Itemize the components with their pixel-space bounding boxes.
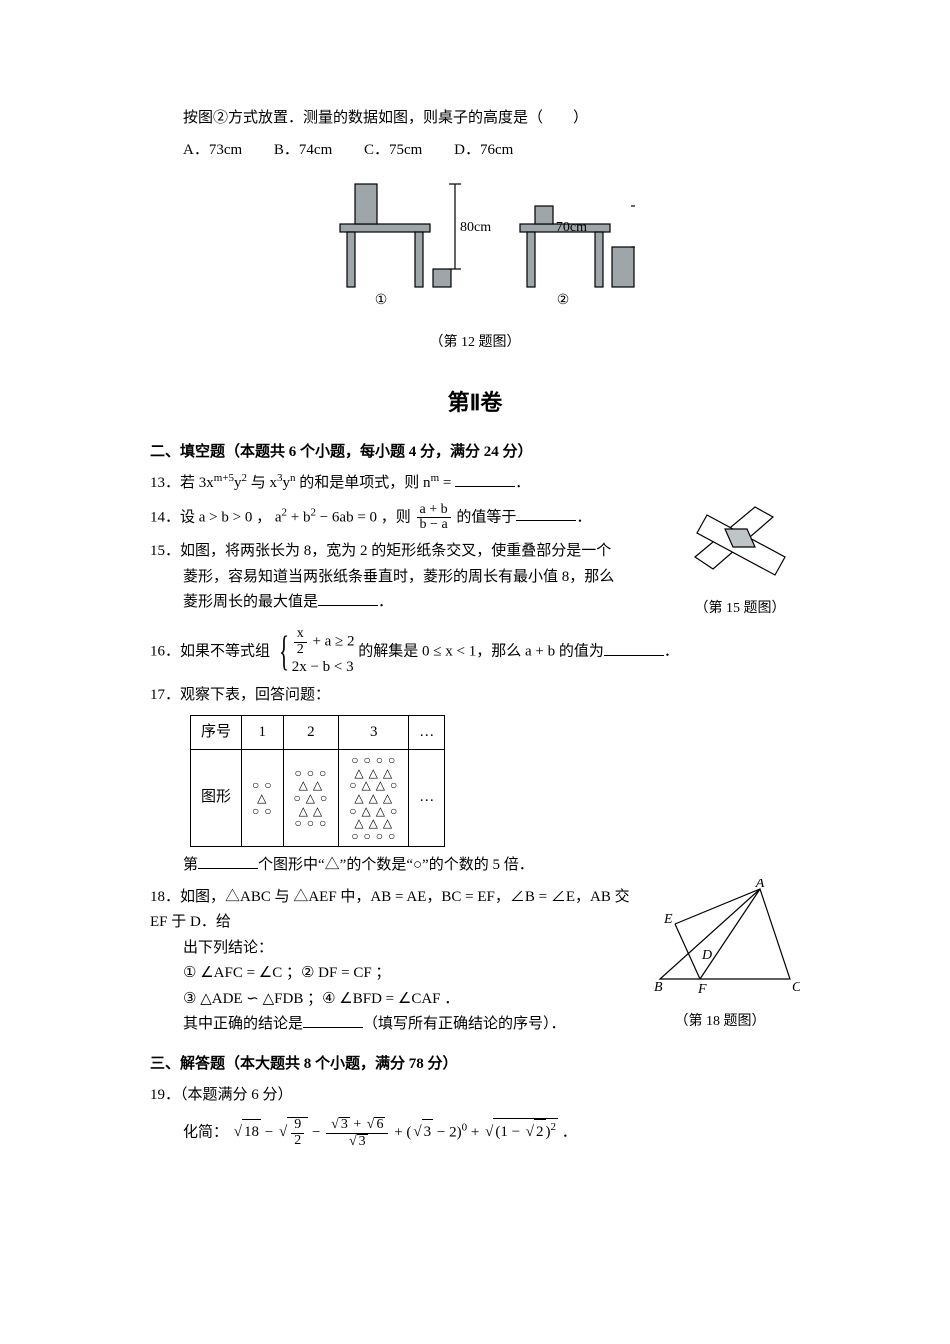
q12-stem-cont: 按图②方式放置．测量的数据如图，则桌子的高度是（ ）: [150, 106, 800, 132]
q12-dim-80: 80cm: [460, 220, 491, 235]
svg-text:①: ①: [375, 293, 388, 308]
q13-blank: [455, 471, 515, 487]
q13: 13．若 3xm+5y2 与 x3yn 的和是单项式，则 nm = ．: [150, 471, 800, 497]
svg-text:E: E: [663, 912, 673, 927]
svg-text:C: C: [792, 980, 800, 995]
q12-choice-a: A．73cm: [183, 138, 242, 164]
q12-choice-b: B．74cm: [274, 138, 332, 164]
svg-text:D: D: [701, 948, 712, 963]
q18-figure: A B C D E F （第 18 题图）: [640, 879, 800, 1034]
q12-choices: A．73cm B．74cm C．75cm D．76cm: [150, 138, 800, 164]
fill-blank-heading: 二、填空题（本题共 6 个小题，每小题 4 分，满分 24 分）: [150, 440, 800, 466]
q15-fig-caption: （第 15 题图）: [680, 597, 800, 621]
q17-table: 序号 1 2 3 … 图形 ○ ○ △ ○ ○ ○ ○ ○ △ △ ○ △ ○ …: [190, 715, 445, 848]
q15-blank: [318, 590, 378, 606]
q18-blank: [303, 1012, 363, 1028]
q14-fraction: a + b b − a: [417, 503, 451, 533]
q12-choice-d: D．76cm: [454, 138, 513, 164]
q19-frac2: 3 + 6 3: [326, 1117, 388, 1149]
q16-system: x2 + a ≥ 2 2x − b < 3: [292, 627, 355, 677]
q15-figure: （第 15 题图）: [680, 497, 800, 622]
solve-heading: 三、解答题（本大题共 8 个小题，满分 78 分）: [150, 1052, 800, 1078]
q14-blank: [516, 505, 576, 521]
q12-fig-caption: （第 12 题图）: [150, 331, 800, 355]
svg-text:F: F: [697, 982, 707, 997]
q19: 19．（本题满分 6 分） 化简： 18 − 92 − 3 + 6 3 + (3…: [150, 1083, 800, 1149]
q16-blank: [604, 640, 664, 656]
q17-blank: [198, 853, 258, 869]
q18-fig-caption: （第 18 题图）: [640, 1010, 800, 1034]
q12-dim-70: 70cm: [556, 220, 587, 235]
section-2-title: 第Ⅱ卷: [150, 384, 800, 421]
q17: 17．观察下表，回答问题： 序号 1 2 3 … 图形 ○ ○ △ ○ ○ ○ …: [150, 683, 800, 879]
q16: 16．如果不等式组 { x2 + a ≥ 2 2x − b < 3 的解集是 0…: [150, 627, 800, 677]
q12-choice-c: C．75cm: [364, 138, 422, 164]
svg-text:A: A: [755, 879, 765, 891]
q12-figure: 80cm ① 70cm ② （第 12 题图）: [150, 169, 800, 354]
svg-text:②: ②: [557, 293, 570, 308]
svg-text:B: B: [654, 980, 663, 995]
